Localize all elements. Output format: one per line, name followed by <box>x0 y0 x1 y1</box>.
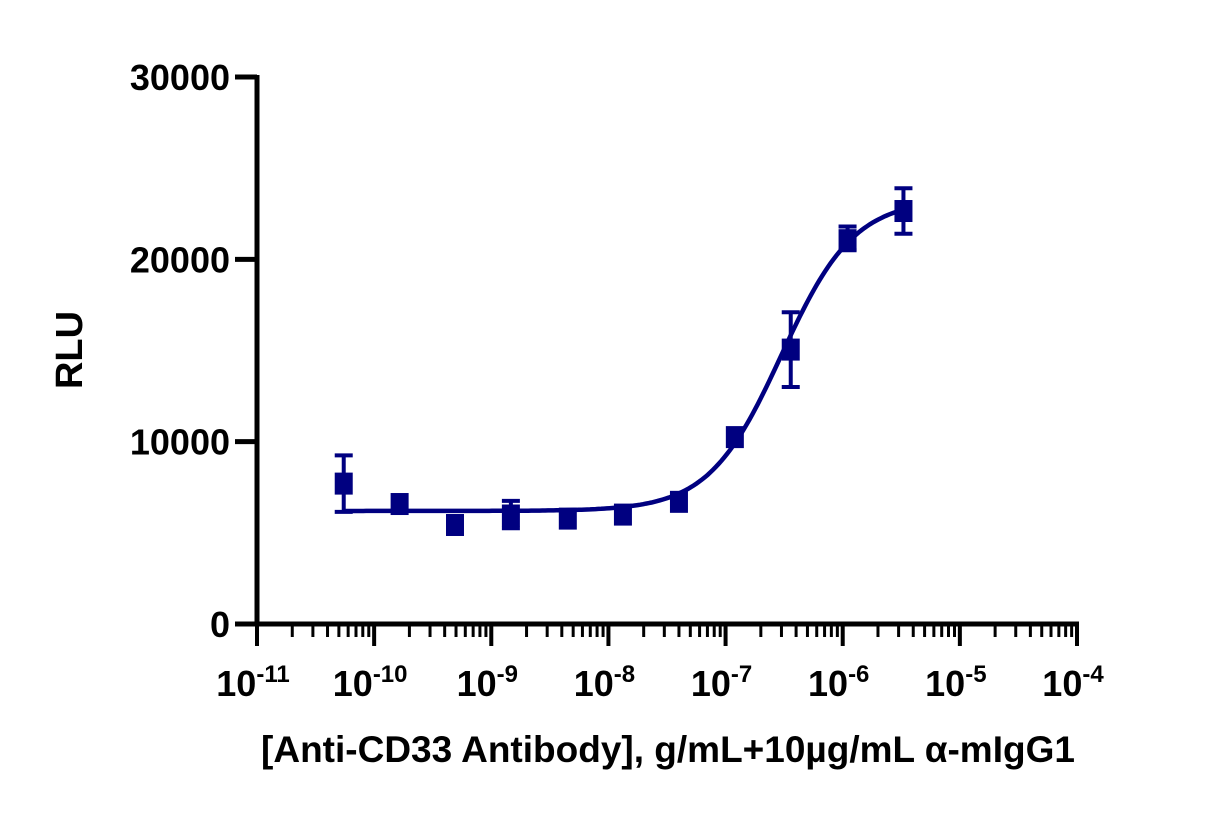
data-point <box>725 426 744 449</box>
data-point <box>894 200 913 223</box>
y-tick-label: 20000 <box>130 239 230 280</box>
x-tick-label: 10-9 <box>457 661 518 704</box>
x-axis-label: [Anti-CD33 Antibody], g/mL+10µg/mL α-mIg… <box>261 729 1075 770</box>
fit-curve <box>343 207 905 514</box>
x-tick-label: 10-6 <box>808 661 869 704</box>
data-point <box>390 493 409 516</box>
data-point <box>838 229 857 252</box>
data-point <box>501 504 520 527</box>
y-tick-label: 30000 <box>130 57 230 98</box>
x-tick-label: 10-4 <box>1042 661 1104 704</box>
data-point <box>669 490 688 513</box>
data-point <box>334 472 353 495</box>
data-point <box>613 503 632 526</box>
y-axis-label: RLU <box>49 311 91 389</box>
data-point <box>558 507 577 530</box>
data-point <box>445 513 464 536</box>
data-point <box>781 338 800 361</box>
x-tick-label: 10-8 <box>574 661 635 704</box>
x-tick-label: 10-7 <box>691 661 752 704</box>
x-tick-label: 10-5 <box>925 661 986 704</box>
x-tick-label: 10-11 <box>216 661 289 704</box>
data-marks <box>334 186 913 536</box>
y-tick-label: 0 <box>210 604 230 645</box>
axes: 0 10000 20000 30000 10-11 10-10 10-9 10-8 10-7 10… <box>130 57 1104 704</box>
y-tick-label: 10000 <box>130 422 230 463</box>
x-tick-label: 10-10 <box>333 661 408 704</box>
